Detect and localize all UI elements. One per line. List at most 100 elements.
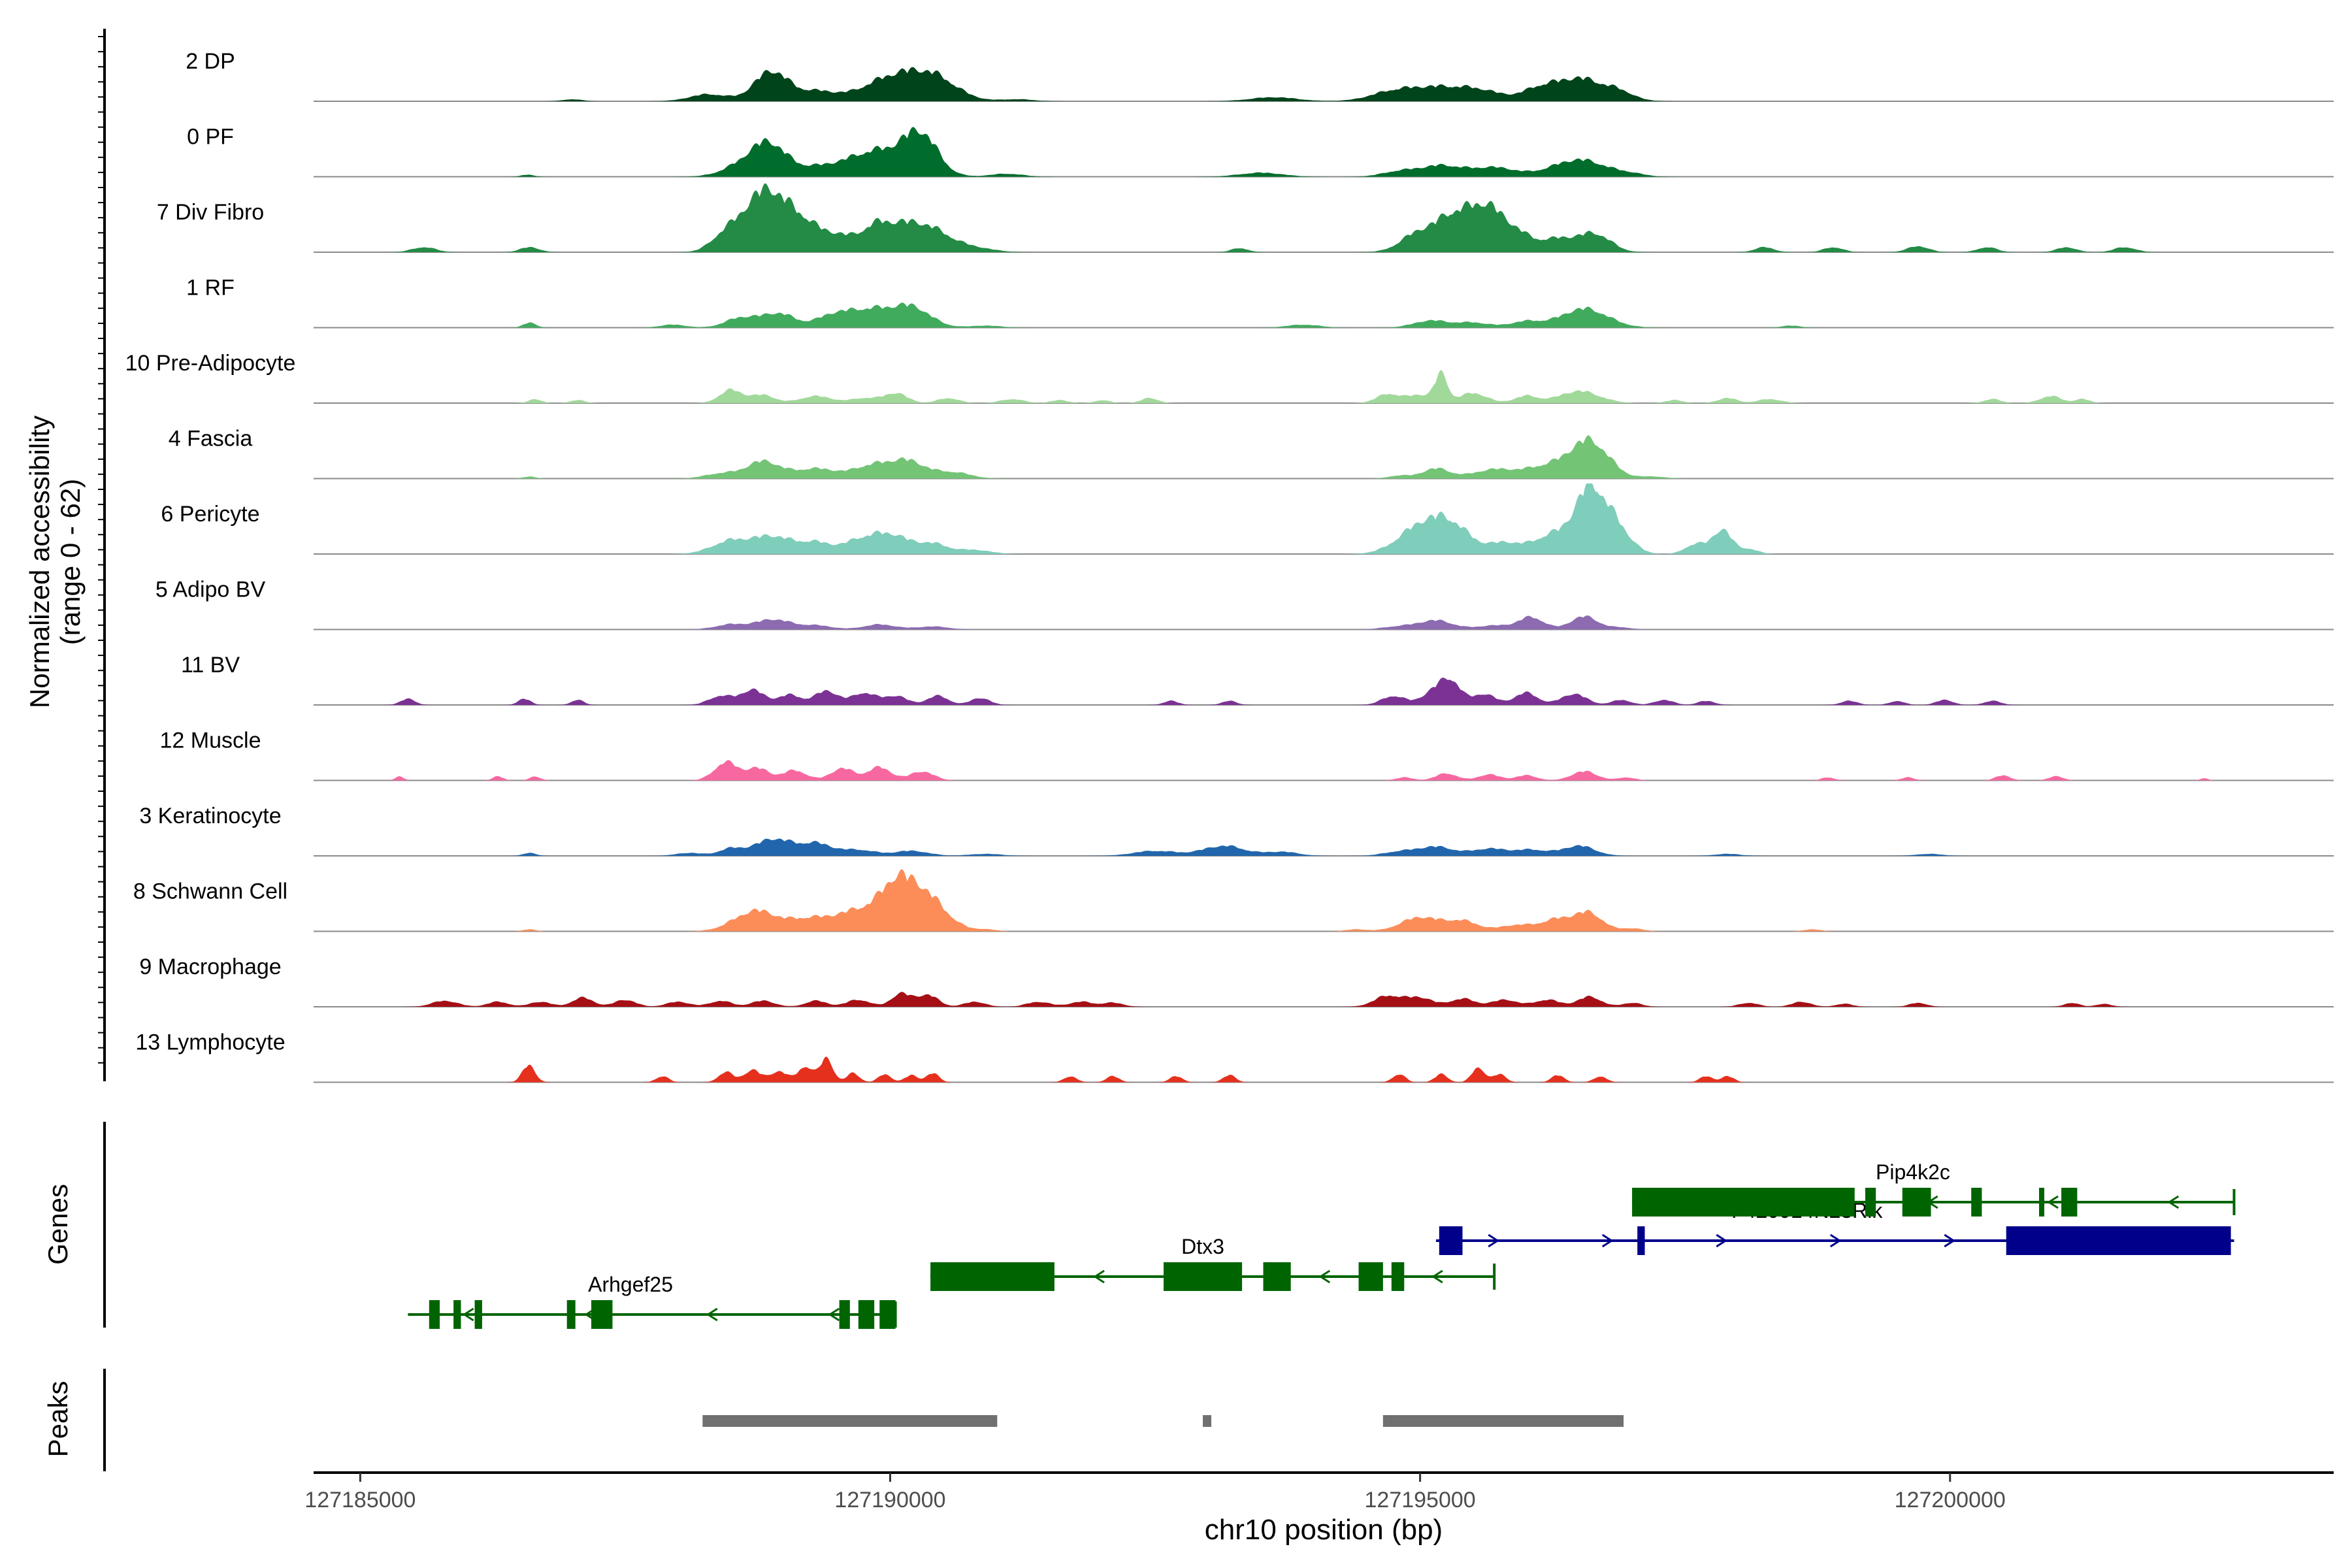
exon — [1971, 1188, 1982, 1217]
coverage-y-label-line2: (range 0 - 62) — [55, 479, 86, 645]
exon — [1164, 1262, 1243, 1291]
strand-arrow — [1601, 1233, 1614, 1248]
exon — [1902, 1188, 1931, 1217]
strand-arrow — [1488, 1233, 1499, 1248]
coverage-area — [314, 370, 2334, 403]
peak-region — [1382, 1415, 1624, 1427]
exon — [2039, 1188, 2045, 1217]
exon — [566, 1300, 576, 1329]
track-label: 12 Muscle — [160, 728, 261, 753]
coverage-area — [314, 869, 2334, 932]
strand-arrow — [706, 1307, 718, 1322]
strand-arrow — [2167, 1195, 2180, 1209]
exon — [429, 1300, 440, 1329]
track-label: 6 Pericyte — [161, 502, 259, 527]
track-label: 2 DP — [186, 49, 235, 74]
coverage-area — [314, 678, 2334, 705]
gene-track: Arhgef25Dtx3F420014N23RikPip4k2c — [408, 1160, 2236, 1329]
peak-region — [1203, 1415, 1212, 1427]
track-3: 7 Div Fibro — [157, 183, 2334, 253]
coverage-area — [314, 67, 2334, 101]
coverage-tracks: 2 DP 0 PF 7 Div Fibro 1 RF 10 Pre-Adipocyte 4… — [125, 49, 2334, 1083]
exon — [1637, 1226, 1645, 1255]
exon — [453, 1300, 461, 1329]
exon — [2006, 1226, 2231, 1255]
track-7: 6 Pericyte — [161, 483, 2334, 555]
track-13: 9 Macrophage — [139, 955, 2334, 1007]
track-1: 2 DP — [186, 49, 2334, 102]
peak-regions — [702, 1415, 1624, 1427]
track-10: 12 Muscle — [160, 728, 2334, 781]
exon — [1263, 1262, 1291, 1291]
coverage-y-ticks — [98, 36, 105, 1064]
exon — [930, 1262, 1054, 1291]
peak-region — [702, 1415, 998, 1427]
genes-panel-label: Genes — [42, 1184, 73, 1265]
exon — [1358, 1262, 1383, 1291]
track-4: 1 RF — [186, 276, 2334, 329]
exon — [1632, 1188, 1855, 1217]
exon — [879, 1300, 896, 1329]
strand-arrow — [828, 1307, 840, 1322]
coverage-area — [314, 760, 2334, 781]
track-9: 11 BV — [181, 653, 2334, 706]
coverage-area — [314, 127, 2334, 177]
strand-arrow — [1829, 1233, 1842, 1248]
track-label: 8 Schwann Cell — [133, 879, 287, 904]
track-14: 13 Lymphocyte — [135, 1030, 2334, 1083]
x-tick-label: 127190000 — [834, 1488, 945, 1512]
track-label: 11 BV — [181, 653, 240, 678]
strand-arrow — [1093, 1269, 1105, 1284]
coverage-area — [314, 838, 2334, 856]
strand-arrow — [1944, 1233, 1956, 1248]
x-axis-label: chr10 position (bp) — [1205, 1514, 1443, 1546]
track-label: 3 Keratinocyte — [139, 804, 281, 828]
strand-arrow — [1431, 1269, 1443, 1284]
exon — [839, 1300, 850, 1329]
coverage-area — [314, 615, 2334, 630]
x-ticks: 127185000 127190000 127195000 127200000 — [304, 1473, 2006, 1512]
track-5: 10 Pre-Adipocyte — [125, 351, 2334, 404]
coverage-y-label-line1: Normalized accessibility — [24, 416, 55, 708]
gene-label: Pip4k2c — [1876, 1160, 1950, 1184]
track-2: 0 PF — [187, 125, 2334, 178]
x-tick-label: 127195000 — [1365, 1488, 1476, 1512]
gene-dtx3: Dtx3 — [930, 1235, 1496, 1291]
strand-arrow — [1716, 1233, 1728, 1248]
track-6: 4 Fascia — [169, 427, 2334, 480]
gene-arhgef25: Arhgef25 — [408, 1273, 897, 1329]
exon — [1391, 1262, 1405, 1291]
track-label: 10 Pre-Adipocyte — [125, 351, 296, 376]
coverage-area — [314, 992, 2334, 1007]
track-label: 0 PF — [187, 125, 234, 150]
coverage-area — [314, 183, 2334, 252]
peaks-panel-label: Peaks — [42, 1381, 73, 1458]
track-label: 13 Lymphocyte — [135, 1030, 285, 1055]
exon — [2061, 1188, 2078, 1217]
exon — [1865, 1188, 1876, 1217]
strand-arrow — [2047, 1195, 2059, 1209]
track-12: 8 Schwann Cell — [133, 869, 2334, 932]
strand-arrow — [1318, 1269, 1331, 1284]
gene-pip4k2c: Pip4k2c — [1632, 1160, 2236, 1217]
track-label: 4 Fascia — [169, 427, 253, 451]
track-11: 3 Keratinocyte — [139, 804, 2334, 857]
coverage-area — [314, 1056, 2334, 1083]
exon — [858, 1300, 875, 1329]
x-tick-label: 127200000 — [1895, 1488, 2006, 1512]
track-label: 7 Div Fibro — [157, 200, 264, 225]
track-label: 5 Adipo BV — [155, 578, 266, 602]
gene-label: Arhgef25 — [588, 1273, 673, 1296]
coverage-area — [314, 302, 2334, 328]
exon — [1439, 1226, 1463, 1255]
coverage-area — [314, 483, 2334, 554]
x-tick-label: 127185000 — [304, 1488, 416, 1512]
strand-arrow — [462, 1307, 474, 1322]
coverage-area — [314, 435, 2334, 479]
track-8: 5 Adipo BV — [155, 578, 2334, 630]
exon — [474, 1300, 482, 1329]
track-label: 1 RF — [186, 276, 235, 301]
track-label: 9 Macrophage — [139, 955, 281, 979]
gene-label: Dtx3 — [1181, 1235, 1224, 1258]
